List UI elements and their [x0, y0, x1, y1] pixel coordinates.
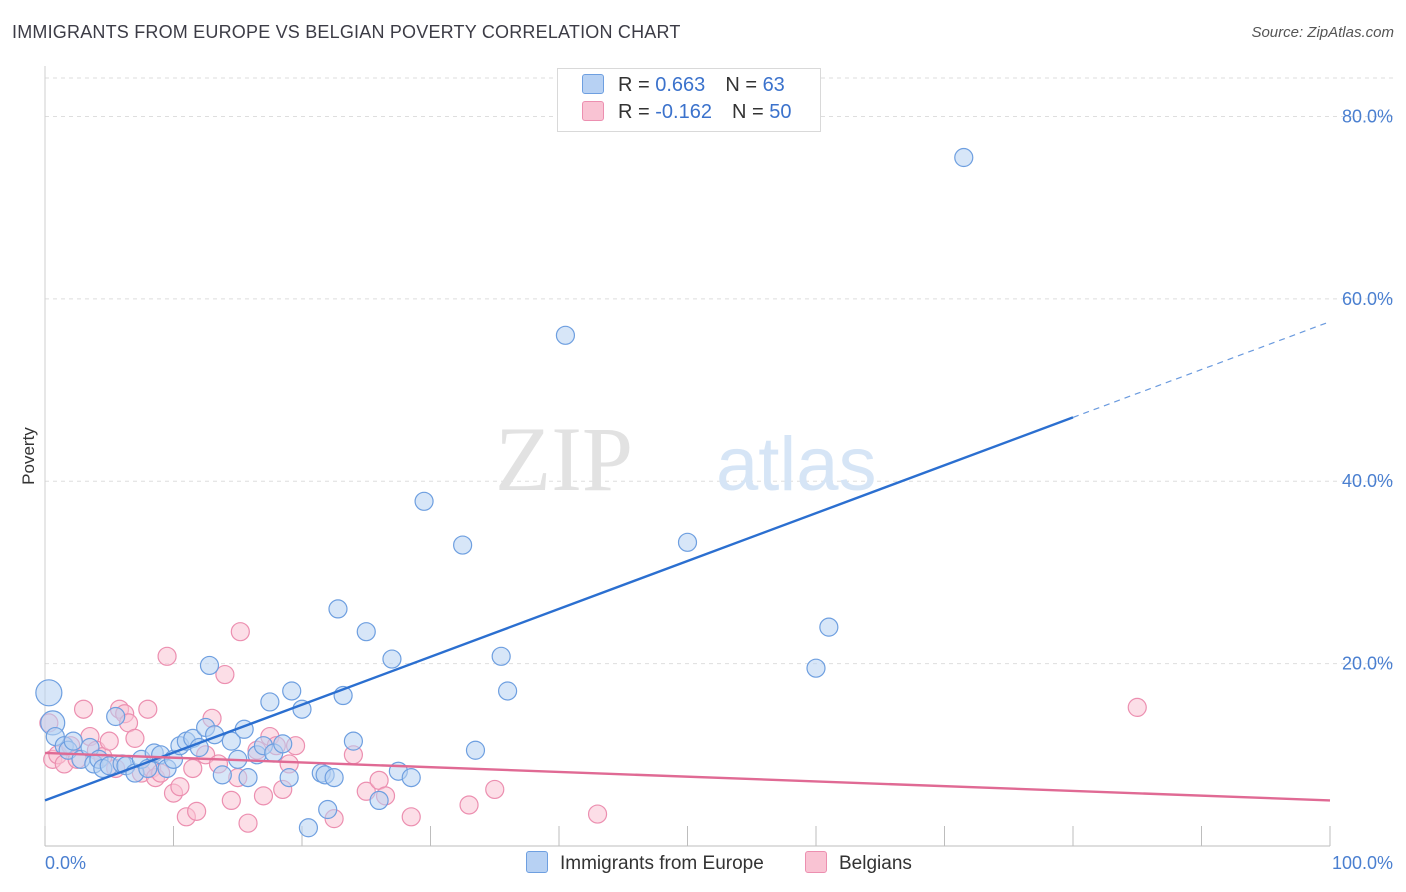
scatter-point [343, 731, 363, 751]
scatter-point [35, 679, 63, 707]
scatter-point [125, 728, 145, 748]
scatter-point [157, 646, 177, 666]
scatter-point [459, 795, 479, 815]
legend-r-value: 0.663 [655, 74, 706, 96]
scatter-point [954, 147, 974, 168]
legend-n-label: N = [731, 101, 770, 123]
legend-swatch-pink [582, 101, 604, 121]
scatter-point [414, 491, 434, 511]
bottom-legend-swatch-pink [805, 851, 827, 873]
scatter-point [401, 807, 421, 827]
trend-line-belgians [44, 751, 1331, 802]
watermark-zip: ZIP [495, 408, 633, 510]
scatter-point [677, 532, 698, 552]
scatter-point [138, 699, 158, 719]
scatter-point [170, 777, 190, 797]
scatter-point [491, 646, 511, 666]
scatter-point [465, 740, 486, 760]
legend-n-label: N = [725, 74, 763, 96]
grid [45, 77, 1395, 665]
scatter-point [183, 758, 203, 779]
scatter-point [819, 617, 839, 637]
scatter-point [555, 325, 576, 345]
scatter-point [587, 804, 608, 824]
y-tick-label: 40.0% [1342, 471, 1393, 491]
bottom-legend-swatch-blue [526, 851, 548, 873]
scatter-point [382, 649, 402, 669]
y-axis-label: Poverty [19, 427, 38, 485]
scatter-point [187, 801, 207, 821]
legend-n-value: 50 [769, 101, 792, 123]
scatter-point [99, 731, 119, 751]
immigrants-points [35, 147, 974, 838]
y-tick-label: 60.0% [1342, 289, 1393, 309]
legend-swatch-blue [582, 74, 604, 94]
bottom-legend-label: Belgians [839, 853, 912, 874]
scatter-point [273, 734, 293, 754]
scatter-point [238, 813, 258, 833]
scatter-point [212, 765, 232, 785]
scatter-point [260, 692, 280, 712]
x-tick-label: 0.0% [45, 853, 86, 873]
legend-r-label: R = [618, 74, 656, 96]
scatter-point [485, 779, 505, 800]
stats-legend: R = 0.663 N = 63 R = -0.162 N = 50 [557, 68, 821, 132]
trend-line-immigrants [44, 416, 1074, 802]
scatter-point [63, 731, 83, 751]
scatter-point [328, 599, 348, 619]
scatter-point [401, 768, 421, 788]
watermark: ZIP atlas [495, 408, 877, 510]
scatter-point [1127, 697, 1147, 717]
tick-labels: 20.0% 40.0% 60.0% 80.0% 0.0% 100.0% [45, 106, 1393, 873]
scatter-point [73, 699, 94, 719]
legend-r-value: -0.162 [655, 101, 712, 123]
legend-n-value: 63 [762, 74, 785, 96]
scatter-point [221, 790, 241, 811]
scatter-point [369, 790, 389, 811]
scatter-point [230, 622, 250, 642]
legend-row-immigrants: R = 0.663 N = 63 [582, 74, 785, 100]
scatter-point [199, 655, 220, 676]
y-tick-label: 80.0% [1342, 106, 1393, 126]
scatter-point [282, 681, 302, 701]
bottom-legend-label: Immigrants from Europe [560, 853, 764, 874]
legend-r-label: R = [618, 101, 656, 123]
scatter-point [253, 786, 274, 806]
scatter-point [238, 768, 258, 788]
scatter-point [215, 664, 235, 685]
scatter-point [806, 658, 826, 678]
scatter-point [318, 799, 338, 820]
bottom-legend-immigrants: Immigrants from Europe [526, 851, 764, 875]
trend-lines [44, 321, 1331, 802]
y-tick-label: 20.0% [1342, 654, 1393, 674]
scatter-point [279, 768, 299, 788]
scatter-point [453, 535, 473, 555]
bottom-legend-belgians: Belgians [805, 851, 912, 875]
watermark-atlas: atlas [716, 422, 877, 507]
legend-row-belgians: R = -0.162 N = 50 [582, 101, 791, 127]
source-credit: Source: ZipAtlas.com [1251, 24, 1394, 41]
scatter-point [106, 706, 126, 727]
scatter-point [324, 768, 344, 788]
scatter-point [498, 681, 518, 701]
x-tick-label: 100.0% [1332, 853, 1393, 873]
trend-line-immigrants-extension [1072, 321, 1331, 418]
chart-title: IMMIGRANTS FROM EUROPE VS BELGIAN POVERT… [12, 22, 681, 42]
scatter-point [356, 622, 376, 642]
scatter-point [298, 818, 319, 838]
axes [44, 66, 1331, 847]
